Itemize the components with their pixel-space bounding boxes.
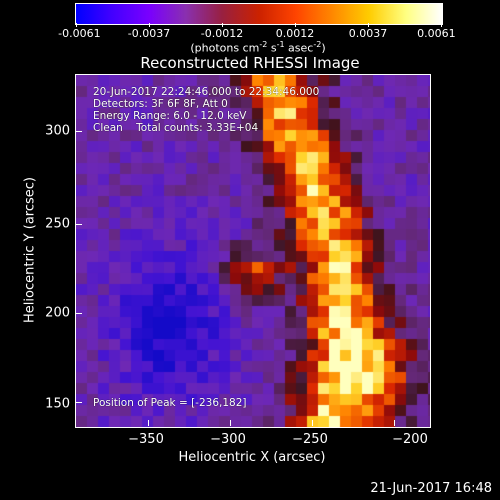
- image-title: Reconstructed RHESSI Image: [140, 54, 360, 72]
- colorbar-gradient: [76, 4, 442, 24]
- colorbar-unit: (photons cm-2 s-1 asec-2): [190, 40, 326, 55]
- x-tick: [148, 420, 149, 426]
- x-tick: [312, 420, 313, 426]
- y-tick: [76, 402, 82, 403]
- y-tick: [76, 131, 82, 132]
- y-axis-title: Heliocentric Y (arcsec): [22, 177, 38, 323]
- colorbar-tick: [76, 23, 77, 27]
- colorbar-tick: [149, 23, 150, 27]
- annotation-total-counts: Clean Total counts: 3.33E+04: [93, 122, 259, 134]
- annotation-energy-range: Energy Range: 6.0 - 12.0 keV: [93, 110, 247, 122]
- y-tick: [76, 313, 82, 314]
- x-tick: [230, 420, 231, 426]
- colorbar: [75, 3, 443, 25]
- x-tick-label: −200: [392, 432, 428, 447]
- rhessi-intensity-map: [76, 75, 430, 427]
- colorbar-tick: [295, 23, 296, 27]
- y-tick-label: 300: [45, 123, 70, 139]
- x-tick: [394, 420, 395, 426]
- colorbar-tick: [441, 23, 442, 27]
- colorbar-label: -0.0037: [127, 27, 171, 40]
- colorbar-label: 0.0037: [348, 27, 388, 40]
- colorbar-label: 0.0061: [417, 27, 456, 40]
- colorbar-tick: [368, 23, 369, 27]
- annotation-detectors: Detectors: 3F 6F 8F, Att 0: [93, 98, 228, 110]
- colorbar-label: -0.0012: [200, 27, 244, 40]
- annotation-peak-position: Position of Peak = [-236,182]: [93, 397, 247, 409]
- annotation-time-range: 20-Jun-2017 22:24:46.000 to 22:34:46.000: [93, 86, 320, 98]
- x-tick-label: −350: [128, 432, 164, 447]
- x-tick-label: −250: [292, 432, 328, 447]
- y-tick-label: 250: [45, 216, 70, 232]
- x-axis-title: Heliocentric X (arcsec): [178, 450, 326, 465]
- colorbar-tick: [222, 23, 223, 27]
- colorbar-label: 0.0012: [275, 27, 315, 40]
- y-tick: [76, 224, 82, 225]
- colorbar-label: -0.0061: [58, 27, 101, 40]
- y-tick-label: 200: [45, 305, 70, 321]
- plot-timestamp: 21-Jun-2017 16:48: [370, 481, 492, 496]
- y-tick-label: 150: [45, 396, 70, 412]
- x-tick-label: −300: [210, 432, 246, 447]
- rhessi-image-panel: [75, 74, 431, 428]
